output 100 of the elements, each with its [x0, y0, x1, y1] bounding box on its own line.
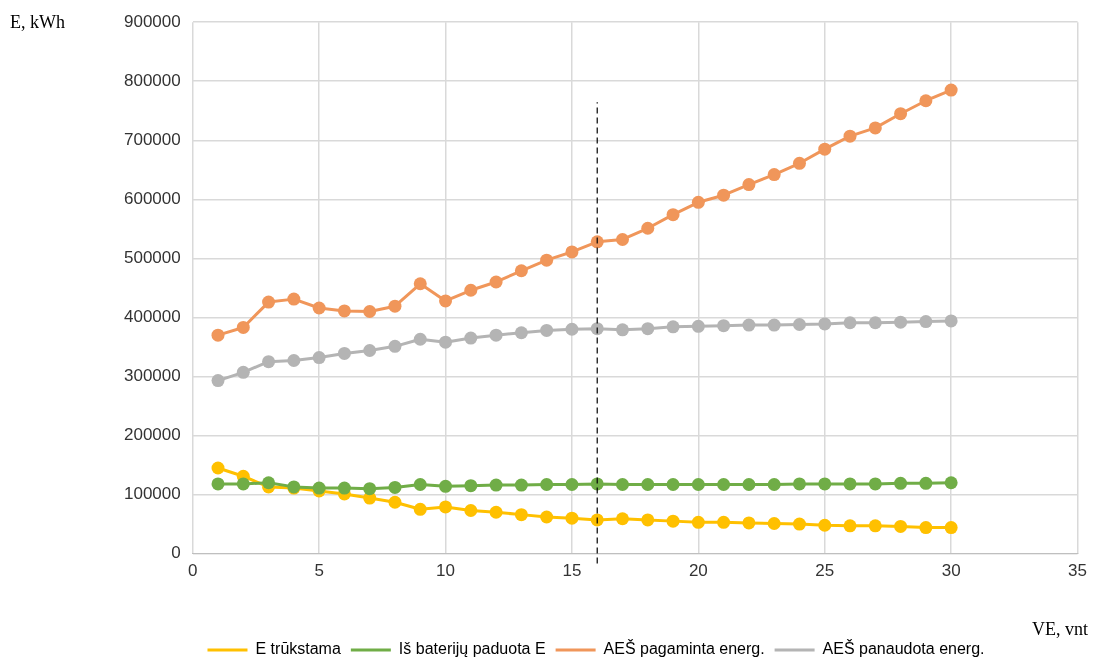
point — [641, 322, 655, 336]
x-tick-label: 25 — [815, 561, 835, 581]
point — [717, 515, 731, 529]
y-tick-label: 600000 — [123, 189, 181, 209]
point — [868, 121, 882, 135]
point — [792, 318, 806, 332]
point — [590, 235, 604, 249]
point — [211, 374, 225, 388]
point — [337, 304, 351, 318]
point — [514, 326, 528, 340]
y-tick-label: 700000 — [123, 129, 181, 149]
y-axis-title: E, kWh — [10, 11, 65, 32]
point — [868, 316, 882, 330]
point — [363, 482, 377, 496]
x-tick-label: 35 — [1068, 561, 1088, 581]
point — [565, 322, 579, 336]
point — [641, 221, 655, 235]
point — [262, 295, 276, 309]
point — [236, 320, 250, 334]
point — [843, 477, 857, 491]
point — [616, 323, 629, 337]
point — [565, 511, 579, 525]
point — [919, 94, 933, 108]
point — [843, 519, 857, 533]
y-tick-label: 0 — [171, 543, 181, 563]
point — [211, 477, 225, 491]
point — [236, 365, 250, 379]
point — [514, 478, 528, 492]
legend-label: AEŠ pagaminta energ. — [603, 639, 765, 658]
point — [388, 339, 402, 353]
point — [944, 83, 958, 97]
point — [464, 504, 478, 517]
point — [464, 479, 478, 493]
point — [514, 508, 528, 522]
point — [236, 477, 250, 491]
point — [287, 354, 301, 368]
point — [717, 478, 731, 492]
point — [919, 315, 933, 329]
point — [767, 516, 781, 530]
point — [337, 346, 351, 360]
x-tick-label: 20 — [688, 561, 708, 581]
point — [717, 188, 731, 202]
point — [312, 301, 326, 315]
point — [894, 519, 908, 533]
point — [868, 519, 882, 533]
point — [666, 320, 680, 334]
point — [944, 314, 958, 328]
point — [868, 477, 882, 491]
point — [691, 319, 705, 333]
point — [439, 335, 453, 349]
point — [439, 294, 453, 308]
x-tick-label: 0 — [187, 561, 198, 581]
y-tick-label: 400000 — [123, 307, 181, 327]
point — [843, 316, 857, 330]
point — [413, 478, 427, 492]
point — [287, 292, 301, 306]
point — [464, 283, 478, 297]
point — [337, 481, 351, 495]
point — [439, 479, 453, 493]
point — [565, 478, 579, 492]
point — [388, 299, 402, 313]
legend-label: E trūkstama — [255, 640, 341, 658]
x-axis-title: VE, vnt — [1032, 619, 1088, 640]
legend-label: Iš baterijų paduota E — [398, 640, 546, 658]
point — [894, 107, 908, 121]
point — [767, 478, 781, 492]
point — [439, 500, 453, 514]
point — [616, 232, 629, 246]
point — [818, 317, 832, 331]
point — [363, 305, 377, 319]
y-tick-label: 900000 — [123, 11, 181, 31]
point — [540, 478, 554, 492]
point — [894, 315, 908, 329]
point — [489, 505, 503, 519]
y-tick-label: 500000 — [123, 248, 181, 268]
point — [413, 277, 427, 291]
point — [691, 515, 705, 529]
point — [211, 328, 225, 342]
point — [818, 518, 832, 532]
point — [919, 476, 933, 490]
point — [590, 322, 604, 336]
point — [666, 478, 680, 492]
point — [792, 156, 806, 170]
point — [666, 208, 680, 222]
point — [590, 513, 604, 527]
point — [413, 502, 427, 516]
legend-label: AEŠ panaudota energ. — [822, 639, 985, 658]
point — [666, 514, 680, 528]
point — [616, 512, 629, 526]
point — [464, 331, 478, 345]
x-tick-label: 10 — [436, 561, 455, 581]
point — [489, 478, 503, 492]
point — [540, 323, 554, 337]
point — [691, 478, 705, 492]
y-tick-label: 200000 — [123, 425, 181, 445]
point — [717, 319, 731, 333]
x-tick-label: 15 — [562, 561, 582, 581]
point — [792, 517, 806, 531]
point — [944, 521, 958, 535]
point — [262, 355, 276, 369]
